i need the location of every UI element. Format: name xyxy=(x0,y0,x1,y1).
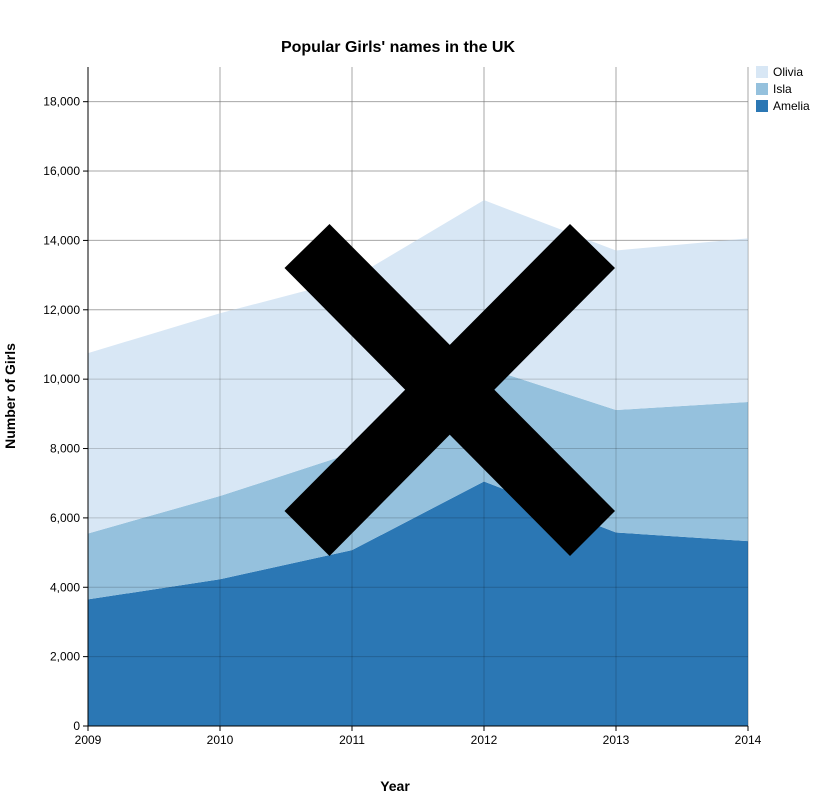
x-axis-title: Year xyxy=(380,778,410,794)
y-tick-label: 4,000 xyxy=(50,580,80,594)
y-tick-label: 12,000 xyxy=(43,303,80,317)
legend: Olivia Isla Amelia xyxy=(756,65,810,113)
x-tick-label: 2009 xyxy=(75,733,102,747)
x-tick-label: 2010 xyxy=(207,733,234,747)
legend-swatch-olivia xyxy=(756,66,768,78)
area-isla xyxy=(88,367,748,600)
chart-title: Popular Girls' names in the UK xyxy=(281,39,516,56)
legend-swatch-isla xyxy=(756,83,768,95)
axes xyxy=(87,67,748,727)
y-tick-label: 18,000 xyxy=(43,95,80,109)
x-tick-label: 2013 xyxy=(603,733,630,747)
x-tick-label: 2012 xyxy=(471,733,498,747)
y-tick-label: 10,000 xyxy=(43,372,80,386)
y-tick-label: 14,000 xyxy=(43,233,80,247)
y-tick-label: 8,000 xyxy=(50,442,80,456)
y-tick-label: 16,000 xyxy=(43,164,80,178)
y-tick-label: 0 xyxy=(73,719,80,733)
legend-label-olivia: Olivia xyxy=(773,65,803,79)
x-cross-overlay-icon xyxy=(284,224,615,556)
legend-label-isla: Isla xyxy=(773,82,792,96)
legend-swatch-amelia xyxy=(756,100,768,112)
y-axis-title: Number of Girls xyxy=(2,343,18,449)
x-cross-stroke-2 xyxy=(284,224,615,556)
y-axis-ticks: 0 2,000 4,000 6,000 8,000 10,000 12,000 14,000 1… xyxy=(43,95,88,733)
x-tick-label: 2011 xyxy=(339,733,365,747)
y-tick-label: 6,000 xyxy=(50,511,80,525)
y-tick-label: 2,000 xyxy=(50,650,80,664)
legend-label-amelia: Amelia xyxy=(773,99,810,113)
x-tick-label: 2014 xyxy=(735,733,762,747)
x-axis-ticks: 2009 2010 2011 2012 2013 2014 xyxy=(75,726,762,747)
